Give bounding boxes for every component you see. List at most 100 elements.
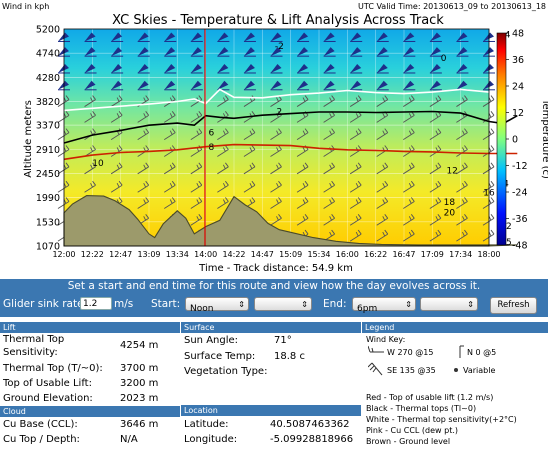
wind-barb-tick [92,95,96,100]
wind-barb [243,32,256,42]
glider-sink-input[interactable]: 1.2 [80,297,112,310]
x-tick-label: 14:47 [251,250,274,259]
wind-barb-flag [403,47,415,57]
wind-barb-tick [357,145,362,150]
wind-barb [429,80,442,91]
wind-barb-tick [490,95,495,100]
wind-barb-tick [410,197,415,202]
wind-barb-tick [118,145,123,150]
contour-label: 10 [92,159,104,169]
wind-barb-shaft [482,184,495,193]
wind-barb-shaft [456,201,468,209]
cu-top-label: Cu Top / Depth: [3,434,80,445]
wind-barb-tick [225,197,229,202]
wind-barb-tick [198,111,203,116]
wind-barb-shaft [429,149,442,157]
wind-barb-flag [323,80,335,90]
wind-barb-shaft [296,184,309,193]
x-axis-label: Time - Track distance: 54.9 km [198,263,353,274]
wind-barb [137,47,150,57]
wind-barb [350,32,363,42]
wind-barb-shaft [349,99,362,107]
wind-barb-shaft [376,217,388,226]
wind-barb-flag [111,32,123,42]
wind-barb-tick [118,111,123,116]
wind-barb-tick [437,145,442,150]
wind-barb-tick [143,164,147,170]
wind-barb-shaft [137,114,149,123]
wind-barb [111,47,124,57]
legend-line-black: Black - Thermal tops (Tl~0) [366,404,477,413]
wind-barb-shaft [137,201,149,209]
wind-barb [84,47,97,57]
wind-barb-flag [111,63,123,73]
wind-barb-flag [243,80,255,90]
wind-barb-tick [437,128,442,133]
wind-barb-tick [278,180,282,186]
x-tick-label: 12:47 [109,250,132,259]
refresh-button[interactable]: Refresh [490,297,537,314]
wind-barb [164,47,177,57]
wind-barb-tick [65,95,70,100]
wind-barb [217,145,229,157]
series-line [63,143,518,161]
thermal-sensitivity-label-2: Sensitivity: [3,347,58,358]
wind-barb-tick [355,97,359,102]
wind-barb-shaft [429,217,442,226]
y-tick-label: 2450 [36,169,60,180]
wind-barb-shaft [429,99,442,107]
start-label: Start: [151,298,181,310]
wind-barb-tick [490,197,495,202]
wind-barb-tick [490,128,495,133]
wind-barb-shaft [456,132,468,141]
wind-barb-shaft [323,114,335,123]
start-minute-select[interactable]: ⇕ [254,297,312,311]
wind-barb [349,128,362,141]
wind-barb-flag [84,32,96,42]
wind-barb-tick [382,164,386,170]
wind-barb-flag [164,63,176,73]
wind-barb-tick [171,111,176,116]
wind-barb-tick [464,229,468,235]
surface-temp-label: Surface Temp: [184,351,256,362]
end-time-select[interactable]: 6pm ⇕ [352,297,416,314]
end-minute-select[interactable]: ⇕ [420,297,478,311]
wind-barb-shaft [243,184,256,193]
wind-barb-tick [251,145,256,150]
wind-barb [84,32,97,42]
wind-barb-flag [270,80,282,90]
wind-barb [137,80,150,91]
wind-barb [376,162,389,175]
contour-label: 20 [444,209,456,219]
wind-barb [270,162,282,175]
longitude-value: -5.09928818966 [270,434,354,445]
wind-barb [456,32,469,42]
wind-barb-tick [225,145,229,150]
wind-barb-shaft [164,166,176,175]
wind-barb-tick [490,111,495,116]
y-tick-label: 2910 [36,145,60,156]
start-time-select[interactable]: Noon ⇕ [185,297,249,314]
wind-barb [137,128,150,141]
x-tick-label: 14:00 [194,250,217,259]
wind-key-variable: Variable [463,366,496,375]
wind-barb-tick [249,164,253,170]
plot-frame [63,28,490,247]
wind-barb-tick [92,111,96,116]
wind-barb [137,63,150,74]
wind-barb [110,111,123,123]
wind-barb-flag [270,47,282,57]
wind-barb-flag [137,32,149,42]
wind-barb-shaft [429,233,442,242]
wind-barb-tick [225,128,229,133]
wind-barb [323,162,335,175]
wind-barb-flag [429,80,441,90]
wind-barb-shaft [323,132,335,141]
wind-barb [403,95,415,107]
wind-barb-tick [118,180,123,186]
wind-barb-tick [196,199,200,204]
wind-barb-shaft [190,149,203,157]
wind-barb-tick [169,183,173,188]
wind-barb-tick [225,95,229,100]
wind-barb-tick [437,95,442,100]
